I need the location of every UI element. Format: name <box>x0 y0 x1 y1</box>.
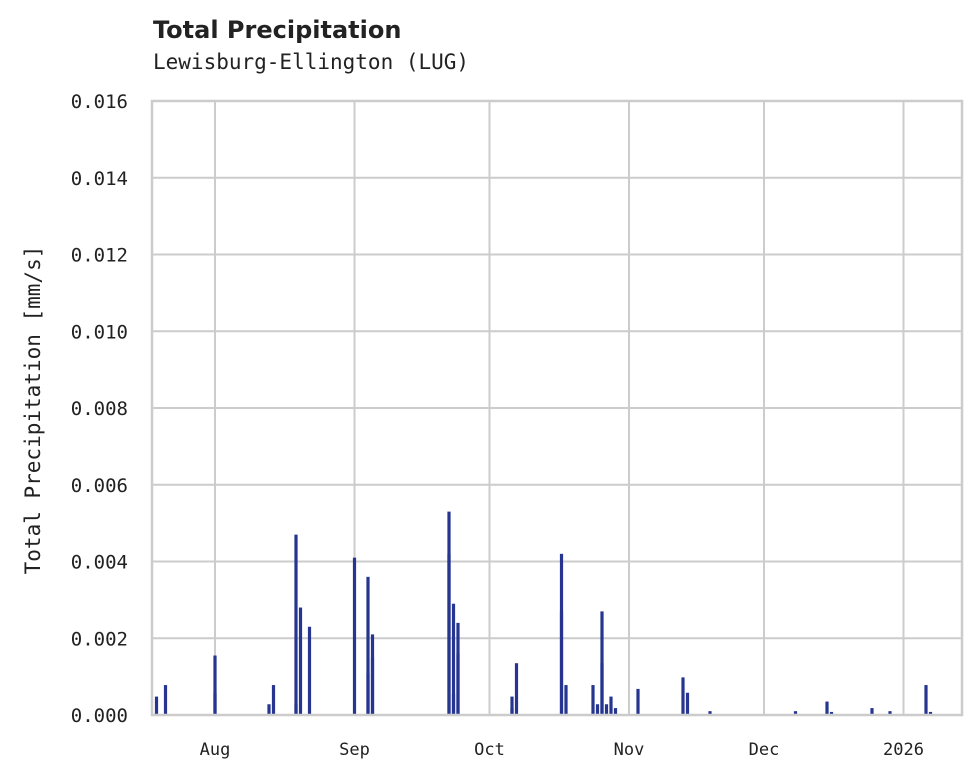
precipitation-bar <box>613 708 618 715</box>
precipitation-bar <box>829 711 834 715</box>
y-tick-label: 0.014 <box>71 168 128 190</box>
precipitation-bar <box>604 704 609 715</box>
precipitation-bar <box>451 603 456 715</box>
x-tick-label: Sep <box>339 740 370 760</box>
precipitation-bar <box>451 693 456 715</box>
x-tick-label: Oct <box>474 740 505 760</box>
precipitation-bar <box>928 711 933 715</box>
x-tick-label: Dec <box>749 740 780 760</box>
precipitation-bar <box>591 685 595 715</box>
y-axis-ticks: 0.000 0.002 0.004 0.006 0.008 0.010 0.012 0.014… <box>71 91 128 727</box>
y-tick-label: 0.004 <box>71 552 128 574</box>
precipitation-bar <box>514 663 519 715</box>
y-tick-label: 0.008 <box>71 398 128 420</box>
precipitation-bar <box>298 607 303 715</box>
precipitation-bar <box>600 663 604 715</box>
y-tick-label: 0.016 <box>71 91 128 113</box>
x-tick-label: Nov <box>614 740 645 760</box>
precipitation-bar <box>456 622 460 715</box>
precipitation-bar <box>370 657 375 715</box>
x-tick-label: 2026 <box>883 740 924 760</box>
plot-frame <box>150 99 964 717</box>
precipitation-bar <box>366 576 370 715</box>
precipitation-bar <box>213 655 217 715</box>
precipitation-bar <box>888 711 892 715</box>
precipitation-bar <box>352 557 357 715</box>
y-axis-label: Total Precipitation [mm/s] <box>21 246 45 575</box>
precipitation-bar <box>154 696 159 715</box>
y-tick-label: 0.002 <box>71 628 128 650</box>
precipitation-bar <box>510 696 514 715</box>
precipitation-bar <box>267 704 271 715</box>
precipitation-bar <box>636 688 640 715</box>
precipitation-bar <box>564 685 568 715</box>
chart-title: Total Precipitation <box>153 16 402 44</box>
chart-subtitle: Lewisburg-Ellington (LUG) <box>153 50 470 74</box>
y-tick-label: 0.000 <box>71 705 128 727</box>
x-tick-label: Aug <box>200 740 231 760</box>
precipitation-bar <box>163 685 168 715</box>
y-tick-label: 0.010 <box>71 321 128 343</box>
precipitation-bar <box>793 711 798 715</box>
precipitation-bar <box>681 677 685 715</box>
precipitation-bar <box>447 511 451 715</box>
y-tick-label: 0.012 <box>71 245 128 267</box>
precipitation-bar <box>708 711 712 715</box>
precipitation-bar <box>685 692 690 715</box>
precipitation-bar <box>870 708 874 715</box>
precipitation-bar <box>595 704 600 715</box>
precipitation-bar <box>294 534 298 715</box>
precipitation-bar <box>559 611 564 715</box>
precipitation-bar <box>609 696 613 715</box>
precipitation-bar <box>825 701 829 715</box>
precipitation-bar <box>307 626 312 715</box>
x-axis-ticks: Aug Sep Oct Nov Dec 2026 <box>200 740 924 760</box>
precipitation-bar <box>924 685 928 715</box>
precipitation-bars <box>154 511 933 715</box>
gridlines <box>152 100 962 716</box>
precipitation-bar <box>271 685 276 715</box>
y-tick-label: 0.006 <box>71 475 128 497</box>
